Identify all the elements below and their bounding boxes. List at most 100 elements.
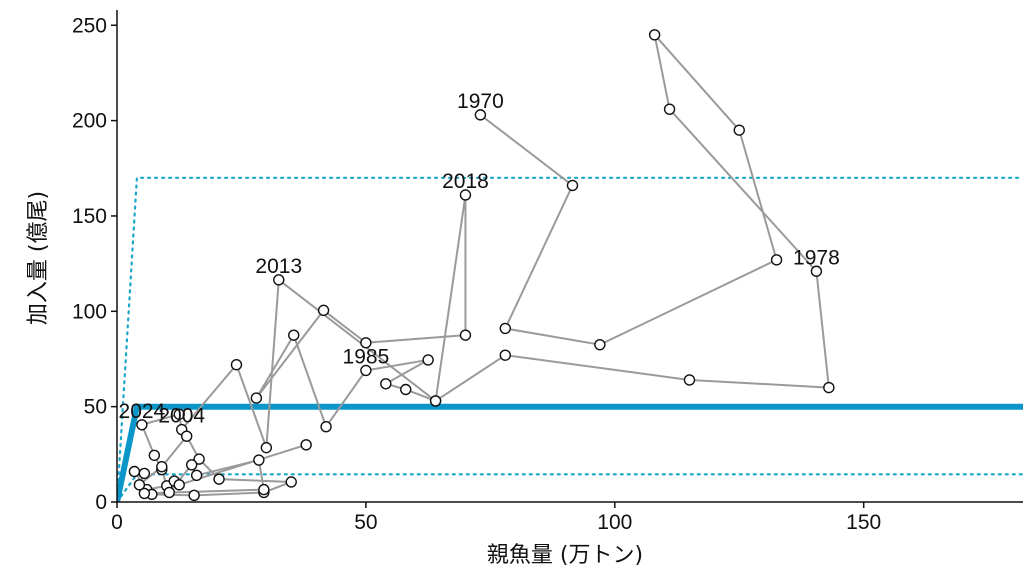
data-point — [185, 459, 198, 471]
data-point — [429, 395, 442, 407]
data-point — [300, 439, 312, 451]
data-point — [663, 103, 676, 115]
ticks: 0 50 100 150 0 50 100 150 200 250 — [72, 14, 881, 534]
data-point — [163, 486, 175, 499]
trajectory-segment — [278, 279, 437, 402]
trajectory-segment — [815, 271, 830, 388]
y-tick-label: 150 — [72, 205, 107, 228]
data-point — [190, 469, 203, 482]
data-point — [648, 29, 661, 41]
trajectory-segment — [365, 358, 429, 372]
y-tick-label: 100 — [72, 300, 107, 323]
data-point — [422, 354, 434, 366]
data-point — [148, 449, 161, 461]
data-point — [213, 473, 225, 485]
trajectory-segment — [255, 309, 325, 399]
trajectory-segment — [322, 309, 367, 344]
data-point — [380, 378, 392, 390]
year-label: 1978 — [793, 246, 840, 269]
y-tick-label: 250 — [72, 14, 107, 37]
trajectory-segment — [141, 413, 180, 426]
trajectory-segment — [235, 364, 268, 448]
trajectory-segment — [435, 354, 506, 402]
year-annotations: 1970 1978 1985 2004 2013 2018 2024 — [119, 90, 840, 428]
band-lower-line — [117, 473, 1023, 502]
data-point — [360, 337, 372, 349]
trajectory-segment — [180, 364, 238, 431]
data-point — [253, 454, 265, 466]
data-point — [260, 441, 273, 454]
model-line — [117, 403, 1023, 502]
data-point — [133, 479, 146, 491]
data-point — [128, 465, 141, 478]
data-point — [156, 461, 168, 473]
trajectory-segment — [668, 108, 818, 272]
axes — [116, 10, 1023, 503]
data-point — [770, 254, 783, 266]
data-point — [499, 349, 511, 361]
data-point — [474, 109, 487, 121]
trajectory-segment — [434, 194, 467, 402]
x-tick-label: 100 — [597, 511, 632, 534]
data-point — [317, 304, 330, 317]
y-tick-label: 200 — [72, 110, 107, 133]
data-point — [193, 453, 205, 465]
data-point — [594, 338, 606, 351]
x-tick-label: 50 — [354, 511, 377, 534]
data-point — [136, 419, 148, 431]
trajectory-segment — [599, 258, 778, 346]
y-axis-title: 加入量 (億尾) — [26, 191, 51, 325]
data-point — [499, 322, 511, 335]
data-point — [459, 329, 472, 341]
band-upper-line — [117, 176, 1023, 502]
y-tick-label: 0 — [95, 491, 107, 514]
data-point — [250, 392, 263, 404]
data-point — [138, 487, 151, 500]
data-point — [683, 374, 696, 386]
x-tick-label: 150 — [846, 511, 881, 534]
data-point — [273, 274, 285, 286]
trajectory-segment — [255, 334, 295, 399]
trajectory-segment — [504, 185, 574, 329]
trajectory-segment — [161, 435, 188, 468]
data-point — [258, 483, 270, 496]
y-tick-label: 50 — [84, 396, 107, 419]
data-point — [566, 179, 579, 192]
trajectory-segment — [479, 114, 574, 187]
trajectory-segment — [689, 378, 829, 389]
trajectory-segment — [194, 491, 264, 497]
trajectory-segment — [292, 334, 328, 428]
data-point — [188, 489, 200, 502]
data-point — [180, 430, 193, 442]
x-tick-label: 0 — [111, 511, 123, 534]
data-point — [173, 408, 185, 420]
data-point — [285, 476, 297, 488]
trajectory-segment — [653, 34, 741, 131]
data-point — [173, 479, 185, 491]
year-label: 2004 — [158, 405, 205, 428]
trajectory-segment — [365, 334, 466, 344]
x-axis-title: 親魚量 (万トン) — [487, 543, 643, 568]
trajectory-segment — [325, 369, 367, 428]
trajectory-segment — [168, 464, 193, 494]
trajectory-segment — [219, 478, 292, 483]
trajectory-segment — [653, 34, 671, 110]
trajectory-segment — [738, 129, 778, 261]
data-point — [230, 358, 243, 371]
year-label: 2018 — [442, 170, 489, 193]
data-point — [733, 124, 745, 136]
data-point — [823, 381, 835, 394]
points-layer — [128, 29, 835, 502]
year-label: 2013 — [255, 255, 302, 278]
data-point — [459, 189, 472, 201]
data-point — [138, 467, 151, 480]
model-line-layer — [117, 403, 1023, 502]
year-label: 1970 — [457, 90, 504, 113]
trajectory-segment — [385, 359, 429, 385]
trajectory-segment — [505, 354, 690, 381]
data-point — [400, 383, 412, 396]
data-point — [360, 364, 372, 377]
year-label: 1985 — [343, 345, 390, 368]
data-point — [810, 265, 823, 277]
